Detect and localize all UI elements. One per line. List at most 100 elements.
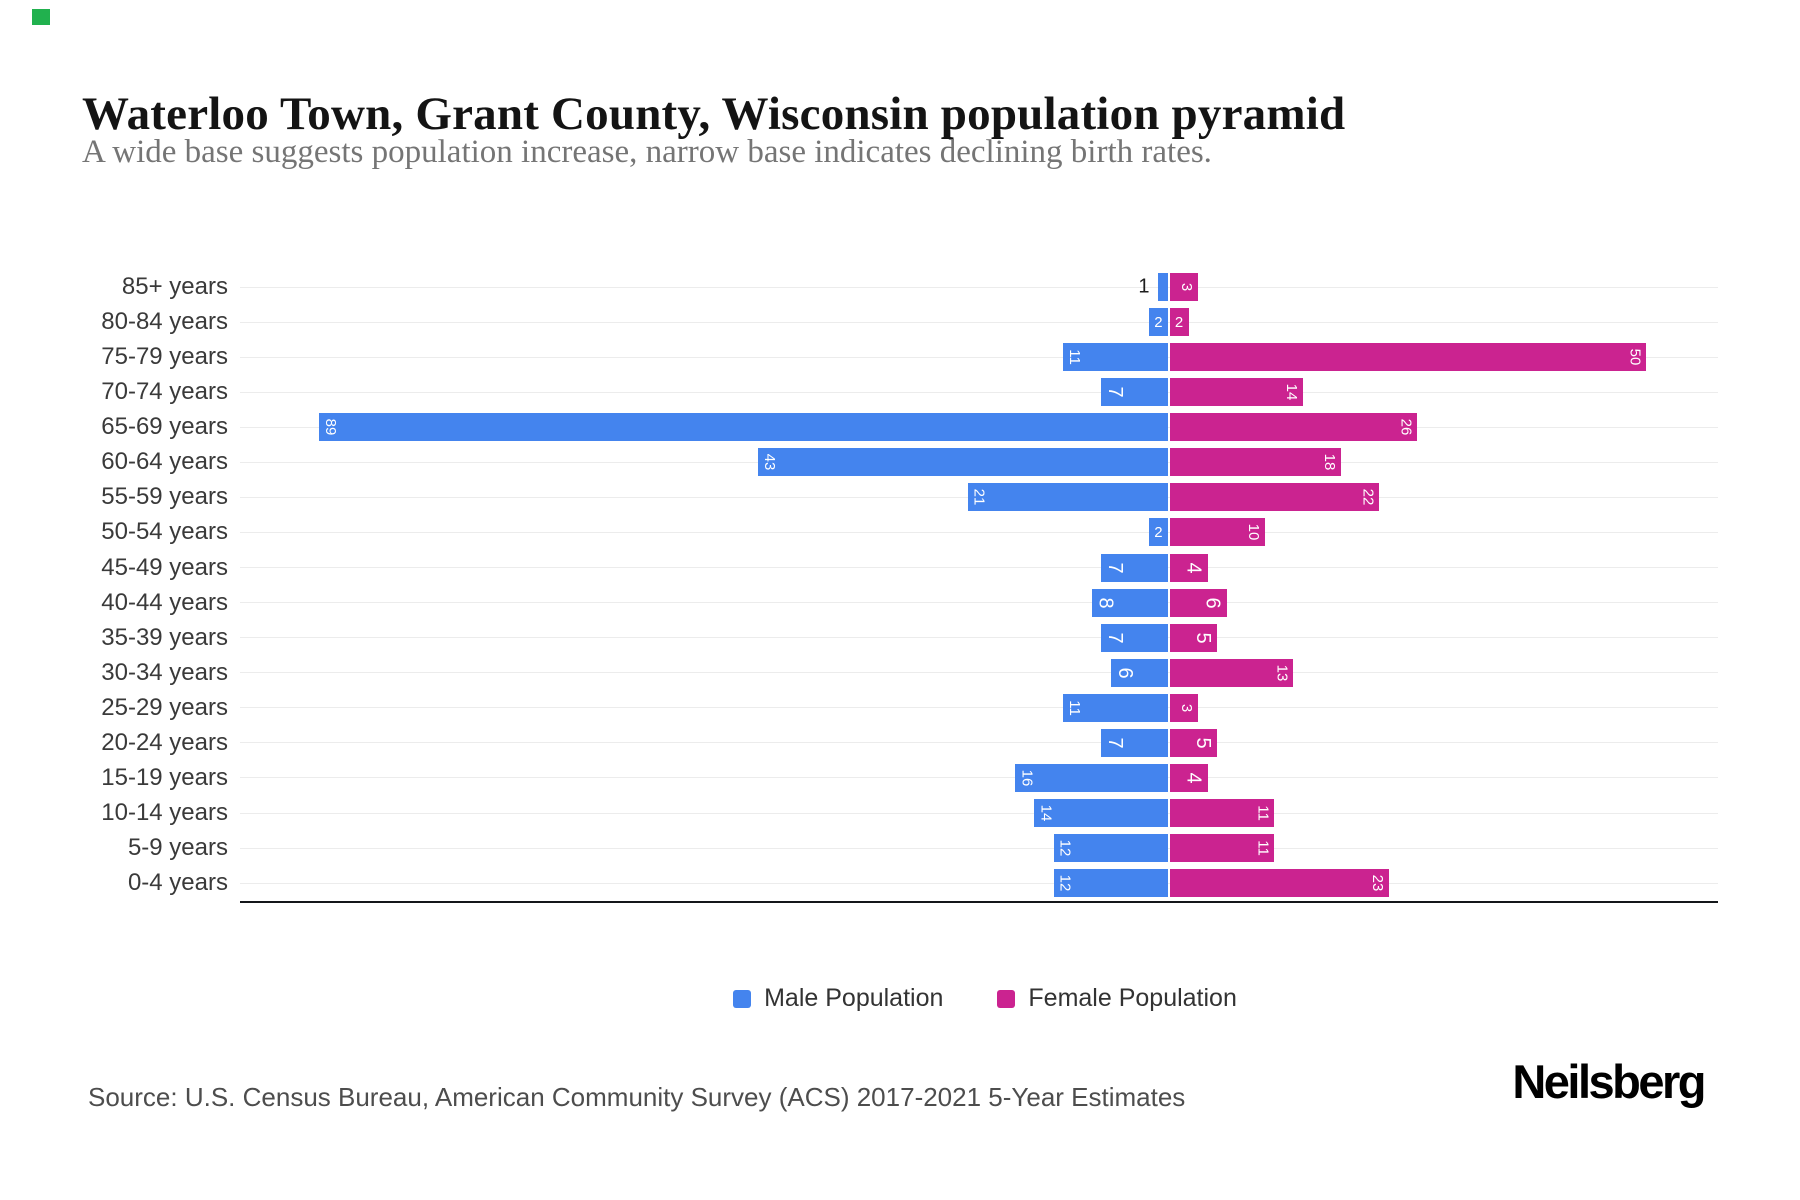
male-bar[interactable]: 1 xyxy=(1138,273,1168,301)
bar-value-label: 1 xyxy=(1138,275,1150,298)
grid-line xyxy=(240,882,1718,884)
male-bar[interactable]: 7 xyxy=(1101,728,1168,757)
legend-item-female[interactable]: Female Population xyxy=(997,984,1237,1013)
bar-value-label: 7 xyxy=(1104,386,1127,398)
bar-value-label: 43 xyxy=(760,454,778,471)
female-bar[interactable]: 10 xyxy=(1169,518,1265,547)
female-bar[interactable]: 6 xyxy=(1169,588,1227,617)
male-bar[interactable]: 14 xyxy=(1034,799,1168,828)
male-bar[interactable]: 7 xyxy=(1101,378,1168,407)
female-bar[interactable]: 18 xyxy=(1169,448,1342,477)
y-axis-label: 20-24 years xyxy=(101,728,228,756)
female-bar[interactable]: 50 xyxy=(1169,343,1647,372)
grid-line xyxy=(240,567,1718,569)
female-bar[interactable]: 2 xyxy=(1169,308,1189,337)
grid-line xyxy=(240,777,1718,779)
bar-value-label: 2 xyxy=(1154,523,1163,541)
bar-value-label: 4 xyxy=(1182,772,1205,784)
bar-value-label: 2 xyxy=(1174,313,1184,331)
female-bar[interactable]: 5 xyxy=(1169,728,1218,757)
grid-line xyxy=(240,602,1718,604)
chart-title: Waterloo Town, Grant County, Wisconsin p… xyxy=(82,88,1346,141)
grid-line xyxy=(240,847,1718,849)
bar-value-label: 11 xyxy=(1254,840,1272,856)
bar-value-label: 10 xyxy=(1244,524,1262,541)
neilsberg-logo[interactable]: Neilsberg xyxy=(1512,1055,1706,1108)
chart-subtitle: A wide base suggests population increase… xyxy=(82,134,1212,170)
y-axis-label: 85+ years xyxy=(121,273,228,300)
male-bar[interactable]: 8 xyxy=(1091,588,1168,617)
bar-value-label: 13 xyxy=(1273,664,1291,682)
male-bar[interactable]: 21 xyxy=(967,483,1168,512)
bar-value-label: 21 xyxy=(970,489,988,506)
female-bar[interactable]: 14 xyxy=(1169,378,1304,407)
bar-value-label: 3 xyxy=(1178,282,1196,292)
grid-line xyxy=(240,637,1718,639)
bar-value-label: 6 xyxy=(1201,597,1224,609)
y-axis-label: 55-59 years xyxy=(101,483,228,511)
grid-line xyxy=(240,812,1718,814)
grid-line xyxy=(240,391,1718,393)
male-bar[interactable]: 7 xyxy=(1101,553,1168,582)
female-bar[interactable]: 4 xyxy=(1169,553,1208,582)
bar-value-label: 7 xyxy=(1104,737,1127,749)
grid-line xyxy=(240,286,1718,288)
male-bar[interactable]: 43 xyxy=(757,448,1168,477)
male-bar[interactable]: 7 xyxy=(1101,623,1168,652)
female-bar[interactable]: 11 xyxy=(1169,834,1275,863)
female-bar[interactable]: 4 xyxy=(1169,763,1208,792)
bar-value-label: 8 xyxy=(1094,597,1117,609)
male-bar[interactable]: 12 xyxy=(1053,834,1168,863)
source-attribution: Source: U.S. Census Bureau, American Com… xyxy=(88,1082,1186,1112)
legend-item-male[interactable]: Male Population xyxy=(733,984,943,1013)
grid-line xyxy=(240,742,1718,744)
bar-value-label: 7 xyxy=(1104,561,1127,574)
y-axis-label: 75-79 years xyxy=(101,343,228,371)
grid-line xyxy=(240,707,1718,709)
male-bar[interactable]: 2 xyxy=(1148,308,1168,337)
male-bar[interactable]: 11 xyxy=(1063,343,1168,372)
y-axis-label: 10-14 years xyxy=(101,799,228,827)
male-bar[interactable]: 2 xyxy=(1148,518,1168,547)
chart-legend: Male Population Female Population xyxy=(85,984,1800,1013)
bar-value-label: 3 xyxy=(1178,703,1196,712)
y-axis-label: 5-9 years xyxy=(127,834,228,862)
y-axis-label: 65-69 years xyxy=(101,413,228,441)
bar-value-label: 26 xyxy=(1397,418,1415,436)
female-bar[interactable]: 3 xyxy=(1169,693,1199,722)
male-bar[interactable]: 12 xyxy=(1053,869,1168,898)
female-bar[interactable]: 22 xyxy=(1169,483,1380,512)
grid-line xyxy=(240,356,1718,358)
bar-value-label: 14 xyxy=(1283,383,1301,401)
bar-value-label: 11 xyxy=(1066,700,1084,716)
female-bar[interactable]: 26 xyxy=(1169,413,1418,442)
y-axis-label: 50-54 years xyxy=(101,518,228,546)
female-bar[interactable]: 23 xyxy=(1169,869,1389,898)
male-bar[interactable]: 11 xyxy=(1063,693,1168,722)
male-bar[interactable]: 6 xyxy=(1110,658,1168,687)
male-bar[interactable]: 89 xyxy=(319,413,1168,442)
bar-value-label: 16 xyxy=(1018,769,1036,787)
y-axis-label: 70-74 years xyxy=(101,378,228,406)
female-legend-swatch-icon xyxy=(997,989,1016,1008)
y-axis-label: 15-19 years xyxy=(101,763,228,791)
male-legend-swatch-icon xyxy=(733,989,752,1008)
female-bar[interactable]: 11 xyxy=(1169,799,1275,828)
y-axis-label: 0-4 years xyxy=(127,869,228,897)
bar-value-label: 18 xyxy=(1321,454,1339,471)
y-axis-label: 80-84 years xyxy=(101,308,228,336)
legend-item-female-label: Female Population xyxy=(1028,984,1237,1012)
bar-value-label: 2 xyxy=(1154,313,1163,331)
female-bar[interactable]: 13 xyxy=(1169,658,1294,687)
female-bar[interactable]: 5 xyxy=(1169,623,1218,652)
bar-value-label: 89 xyxy=(322,418,340,436)
bar-value-label: 12 xyxy=(1056,874,1074,892)
bar-value-label: 6 xyxy=(1113,667,1136,679)
female-bar[interactable]: 3 xyxy=(1169,273,1199,301)
y-axis-label: 45-49 years xyxy=(101,553,228,581)
grid-line xyxy=(240,321,1718,323)
male-bar[interactable]: 16 xyxy=(1015,763,1168,792)
bar-value-label: 11 xyxy=(1066,349,1084,365)
